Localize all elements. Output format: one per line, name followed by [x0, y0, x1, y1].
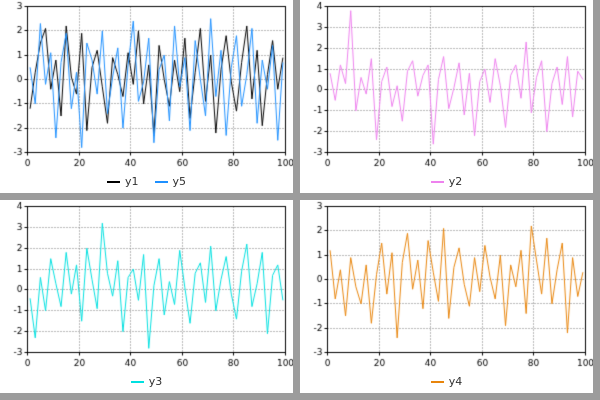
legend-y4: y4 — [300, 370, 593, 393]
legend-line-sample-y1 — [106, 180, 120, 183]
legend-label-y4: y4 — [448, 375, 463, 388]
legend-line-sample-y3 — [130, 380, 144, 383]
legend-item-y4: y4 — [430, 375, 463, 388]
legend-item-y5: y5 — [154, 175, 187, 188]
legend-label-y1: y1 — [124, 175, 139, 188]
chart-panel-y3: y3 — [0, 200, 293, 393]
chart-panel-y1-y5: y1 y5 — [0, 0, 293, 193]
legend-line-sample-y5 — [154, 180, 168, 183]
legend-label-y3: y3 — [148, 375, 163, 388]
legend-item-y3: y3 — [130, 375, 163, 388]
legend-line-sample-y2 — [430, 180, 444, 183]
legend-label-y2: y2 — [448, 175, 463, 188]
legend-item-y1: y1 — [106, 175, 139, 188]
chart-panel-y2: y2 — [300, 0, 593, 193]
legend-line-sample-y4 — [430, 380, 444, 383]
chart-canvas-y1-y5 — [0, 0, 293, 170]
legend-y2: y2 — [300, 170, 593, 193]
legend-item-y2: y2 — [430, 175, 463, 188]
legend-y1-y5: y1 y5 — [0, 170, 293, 193]
chart-panel-y4: y4 — [300, 200, 593, 393]
legend-label-y5: y5 — [172, 175, 187, 188]
chart-canvas-y4 — [300, 200, 593, 370]
chart-canvas-y2 — [300, 0, 593, 170]
chart-canvas-y3 — [0, 200, 293, 370]
legend-y3: y3 — [0, 370, 293, 393]
